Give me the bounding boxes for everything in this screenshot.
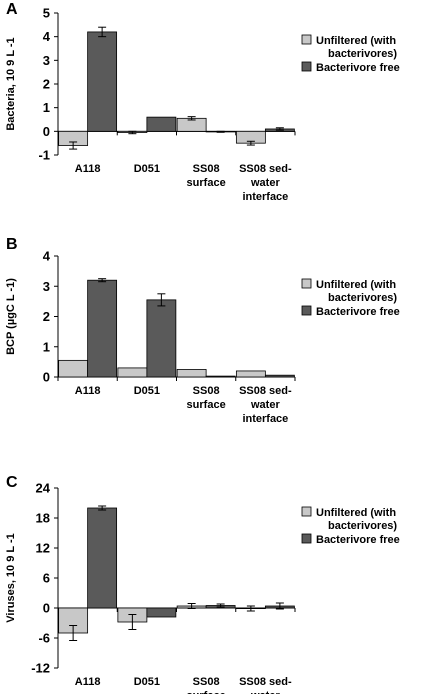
error-bar bbox=[216, 603, 225, 608]
legend-swatch bbox=[301, 278, 312, 289]
bar-bacterivore-free-0 bbox=[87, 31, 118, 132]
y-tick-label: 0 bbox=[43, 124, 50, 139]
legend-label: Bacterivore free bbox=[316, 62, 400, 74]
x-category-label: SS08 bbox=[193, 163, 220, 175]
x-category-label: SS08 bbox=[193, 385, 220, 397]
y-tick-label: 12 bbox=[36, 541, 50, 556]
error-bar bbox=[187, 603, 196, 609]
y-axis-label: Viruses, 10 9 L -1 bbox=[5, 533, 17, 622]
y-axis-label: Bacteria, 10 9 L -1 bbox=[5, 37, 17, 130]
legend-swatch bbox=[301, 61, 312, 72]
legend-swatch bbox=[301, 506, 312, 517]
bar-bacterivore-free-1 bbox=[146, 607, 177, 618]
bar-bacterivore-free-3 bbox=[264, 374, 295, 378]
y-tick-label: 3 bbox=[43, 279, 50, 294]
error-bar bbox=[98, 505, 107, 511]
x-category-label: SS08 sed- bbox=[239, 676, 292, 688]
y-tick-label: 2 bbox=[43, 77, 50, 92]
y-tick-label: 1 bbox=[43, 100, 50, 115]
bar-bacterivore-free-1 bbox=[146, 299, 177, 378]
x-category-label: surface bbox=[187, 399, 226, 411]
panel-letter: A bbox=[6, 1, 18, 18]
x-category-label: interface bbox=[242, 191, 288, 203]
y-tick-label: 0 bbox=[43, 370, 50, 385]
bar-bacterivore-free-2 bbox=[205, 375, 236, 378]
error-bar bbox=[98, 26, 107, 38]
bar-bacterivore-free-1 bbox=[146, 116, 177, 132]
y-tick-label: 0 bbox=[43, 601, 50, 616]
legend-label: Bacterivore free bbox=[316, 306, 400, 318]
y-tick-label: 1 bbox=[43, 339, 50, 354]
error-bar bbox=[275, 127, 284, 131]
panel-C: C -12 -6 0 6 12 18 24 Viruses, 10 9 L -1 A118 D051… bbox=[5, 474, 400, 699]
x-category-label: D051 bbox=[134, 163, 160, 175]
error-bar bbox=[98, 278, 107, 283]
error-bar bbox=[246, 140, 255, 146]
x-category-label: surface bbox=[187, 690, 226, 694]
error-bar bbox=[157, 293, 166, 307]
error-bar bbox=[216, 130, 225, 133]
y-tick-label: 6 bbox=[43, 571, 50, 586]
x-category-label: interface bbox=[242, 413, 288, 425]
panel-B: B 0 1 2 3 4 BCP (µgC L -1) A118 D051 SS08 surface S… bbox=[5, 236, 400, 425]
x-category-label: water bbox=[250, 690, 280, 694]
error-bar bbox=[275, 602, 284, 610]
x-category-label: SS08 sed- bbox=[239, 385, 292, 397]
bar-unfiltered-2 bbox=[176, 369, 207, 378]
y-tick-label: 4 bbox=[43, 29, 51, 44]
error-bar bbox=[69, 141, 78, 150]
x-category-label: A118 bbox=[75, 163, 101, 175]
y-tick-label: 24 bbox=[36, 481, 51, 496]
legend-label: bacterivores) bbox=[328, 48, 397, 60]
x-category-label: water bbox=[250, 399, 280, 411]
y-axis-label: BCP (µgC L -1) bbox=[5, 278, 17, 355]
bar-unfiltered-3 bbox=[235, 370, 266, 378]
bar-bacterivore-free-0 bbox=[87, 279, 118, 378]
y-tick-label: -6 bbox=[38, 631, 50, 646]
legend-label: Unfiltered (with bbox=[316, 507, 396, 519]
panel-letter: C bbox=[6, 474, 18, 491]
x-category-label: SS08 bbox=[193, 676, 220, 688]
x-category-label: surface bbox=[187, 177, 226, 189]
y-tick-label: 18 bbox=[36, 511, 50, 526]
x-category-label: D051 bbox=[134, 385, 160, 397]
x-category-label: SS08 sed- bbox=[239, 163, 292, 175]
legend-label: bacterivores) bbox=[328, 520, 397, 532]
legend-label: Bacterivore free bbox=[316, 534, 400, 546]
panel-A: A -1 0 1 2 3 4 5 Bacteria, 10 9 L -1 A118 D051 SS08… bbox=[5, 1, 400, 203]
y-tick-label: 4 bbox=[43, 249, 51, 264]
x-category-label: water bbox=[250, 177, 280, 189]
y-tick-label: 5 bbox=[43, 6, 50, 21]
y-tick-label: 3 bbox=[43, 53, 50, 68]
error-bar bbox=[69, 625, 78, 641]
error-bar bbox=[187, 116, 196, 121]
y-tick-label: -1 bbox=[38, 148, 50, 163]
x-category-label: A118 bbox=[75, 385, 101, 397]
error-bar bbox=[128, 130, 137, 135]
bar-bacterivore-free-0 bbox=[87, 507, 118, 609]
y-tick-label: -12 bbox=[31, 661, 50, 676]
error-bar bbox=[128, 614, 137, 630]
legend-swatch bbox=[301, 533, 312, 544]
y-tick-label: 2 bbox=[43, 309, 50, 324]
legend-swatch bbox=[301, 34, 312, 45]
legend-label: Unfiltered (with bbox=[316, 35, 396, 47]
bar-unfiltered-0 bbox=[58, 359, 89, 378]
panel-letter: B bbox=[6, 236, 18, 253]
error-bar bbox=[246, 605, 255, 612]
legend-swatch bbox=[301, 305, 312, 316]
bar-unfiltered-1 bbox=[117, 367, 148, 378]
legend-label: Unfiltered (with bbox=[316, 279, 396, 291]
x-category-label: D051 bbox=[134, 676, 160, 688]
x-category-label: A118 bbox=[75, 676, 101, 688]
legend-label: bacterivores) bbox=[328, 292, 397, 304]
